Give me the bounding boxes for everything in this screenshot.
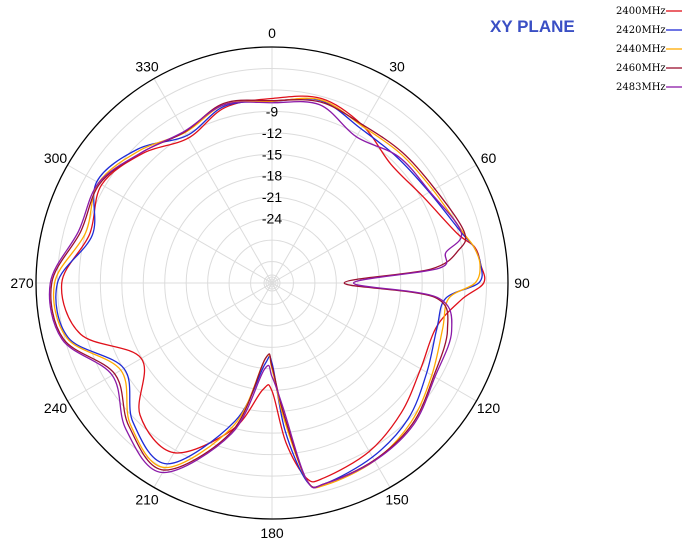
grid-spoke xyxy=(153,78,273,284)
radial-tick-label: -24 xyxy=(262,211,282,227)
axis-labels: 0 30 60 90 120 150 180 210 240 270 300 330 -9 -12 -15 -… xyxy=(10,25,530,541)
angle-tick-label: 240 xyxy=(44,400,68,416)
grid-spoke xyxy=(271,282,391,488)
series-layer xyxy=(48,95,486,489)
grid-spoke xyxy=(271,164,477,284)
chart-title: XY PLANE xyxy=(490,17,575,36)
angle-tick-label: 330 xyxy=(135,59,159,75)
radial-tick-label: -15 xyxy=(262,146,282,162)
angle-tick-label: 300 xyxy=(44,150,68,166)
grid-spoke xyxy=(153,282,273,488)
grid-spoke xyxy=(271,282,477,402)
legend-label: 2440MHz xyxy=(616,44,666,55)
radial-tick-label: -18 xyxy=(262,168,282,184)
radial-tick-label: -21 xyxy=(262,189,282,205)
angle-tick-label: 270 xyxy=(10,275,34,291)
grid-spoke xyxy=(271,78,391,284)
radial-tick-label: -9 xyxy=(266,103,279,119)
angle-tick-label: 210 xyxy=(135,492,159,508)
legend: 2400MHz 2420MHz 2440MHz 2460MHz 2483MHz xyxy=(616,6,682,93)
legend-label: 2483MHz xyxy=(616,82,666,93)
series-line-2460MHz xyxy=(50,99,467,489)
radial-tick-label: -12 xyxy=(262,125,282,141)
angle-tick-label: 60 xyxy=(481,150,497,166)
angle-tick-label: 0 xyxy=(268,25,276,41)
angle-tick-label: 150 xyxy=(385,492,409,508)
grid-spoke xyxy=(67,282,273,402)
legend-label: 2420MHz xyxy=(616,25,666,36)
angle-tick-label: 30 xyxy=(389,59,405,75)
outer-ring xyxy=(35,46,509,520)
angle-tick-label: 90 xyxy=(514,275,530,291)
angle-tick-label: 180 xyxy=(260,525,284,541)
legend-label: 2460MHz xyxy=(616,63,666,74)
series-line-2483MHz xyxy=(48,101,463,489)
legend-label: 2400MHz xyxy=(616,6,666,17)
angle-tick-label: 120 xyxy=(477,400,501,416)
